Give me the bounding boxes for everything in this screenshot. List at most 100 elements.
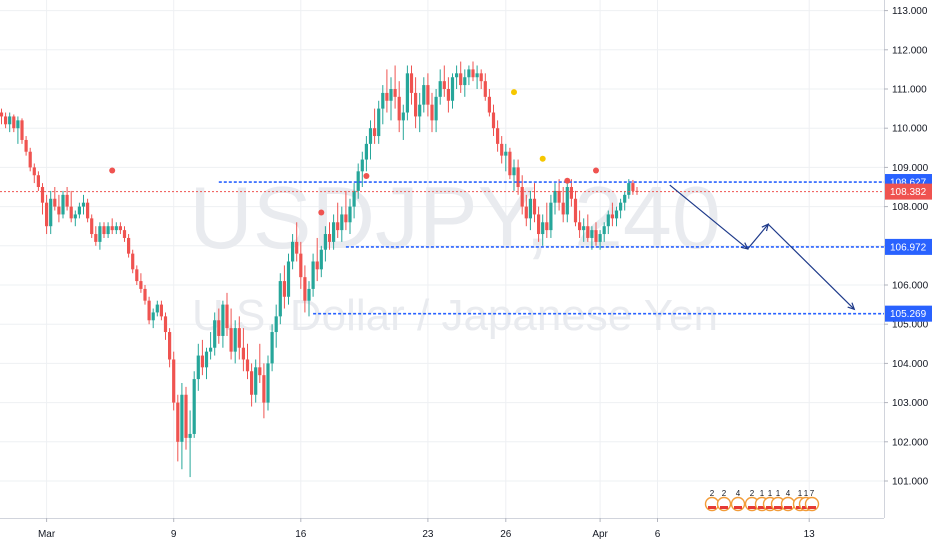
time-tick-label: 23	[422, 529, 434, 540]
time-tick-label: Mar	[38, 529, 56, 540]
level-label: 108.627	[890, 178, 927, 189]
candle-body	[582, 226, 586, 231]
projection-arrowhead	[740, 242, 749, 250]
event-dot[interactable]	[318, 209, 325, 216]
candle-body	[508, 151, 512, 176]
candle-body	[32, 167, 36, 176]
candle-body	[393, 89, 397, 97]
event-count: 2	[750, 489, 755, 498]
candle-body	[270, 332, 274, 364]
candle-body	[491, 112, 496, 129]
candle-body	[496, 128, 500, 144]
event-flag-stripe	[708, 506, 716, 509]
event-dot[interactable]	[511, 89, 517, 96]
projection-path	[669, 184, 856, 311]
event-dot[interactable]	[539, 155, 546, 162]
price-tick-label: 113.000	[892, 6, 928, 17]
event-count: 1	[760, 489, 765, 498]
candle-body	[590, 230, 594, 238]
candle-body	[397, 96, 401, 121]
candle-body	[344, 214, 348, 223]
event-count: 4	[736, 489, 741, 498]
candle-body	[602, 226, 606, 235]
candle-body	[172, 359, 176, 403]
candle-body	[299, 253, 303, 278]
event-count: 1	[804, 489, 809, 498]
candle-body	[504, 151, 508, 156]
event-dot[interactable]	[109, 167, 116, 174]
candle-body	[286, 261, 291, 297]
candle-body	[467, 69, 471, 78]
candle-body	[381, 92, 385, 109]
candle-body	[12, 116, 16, 129]
watermark-symbol: USDJPY, 240	[189, 168, 721, 267]
candle-body	[319, 249, 323, 270]
candle-body	[614, 210, 619, 219]
candle-body	[135, 269, 139, 282]
candle-body	[409, 73, 414, 93]
candle-body	[405, 73, 409, 113]
candle-body	[557, 190, 561, 203]
candle-body	[586, 226, 590, 238]
candle-body	[426, 85, 430, 105]
candle-body	[241, 347, 245, 360]
candle-body	[36, 175, 40, 187]
candle-body	[610, 214, 614, 219]
projection-arrowhead	[847, 302, 856, 311]
candle-body	[151, 312, 155, 321]
candle-body	[57, 206, 61, 215]
chart-grid	[0, 0, 884, 518]
candle-body	[463, 77, 467, 86]
event-dot[interactable]	[564, 177, 571, 184]
candle-body	[274, 316, 278, 333]
candle-body	[446, 89, 450, 101]
candle-body	[94, 234, 98, 242]
candle-body	[418, 104, 422, 117]
candle-body	[102, 226, 106, 235]
candle-body	[483, 81, 487, 97]
candle-body	[204, 351, 209, 368]
time-tick-label: 13	[804, 529, 816, 540]
projection-line	[669, 184, 855, 310]
candle-body	[69, 206, 73, 219]
candle-body	[233, 328, 237, 352]
event-count: 1	[798, 489, 803, 498]
time-tick-label: 16	[295, 529, 307, 540]
candle-body	[516, 167, 520, 187]
event-count: 2	[722, 489, 727, 498]
price-axis: 101.000 102.000 103.000 104.000 105.000 106.0…	[884, 0, 932, 550]
candle-body	[368, 128, 373, 144]
candle-body	[200, 355, 204, 368]
event-count: 7	[810, 489, 815, 498]
event-dot[interactable]	[593, 167, 599, 174]
candle-body	[303, 277, 307, 301]
candle-body	[98, 226, 102, 242]
candle-body	[442, 81, 446, 89]
event-count: 2	[710, 489, 715, 498]
candle-body	[266, 363, 270, 403]
price-tick-label: 106.000	[892, 281, 929, 292]
candle-body	[61, 194, 65, 215]
event-dots	[109, 89, 599, 216]
candle-body	[332, 222, 336, 242]
candle-body	[45, 202, 49, 227]
candle-body	[438, 81, 442, 97]
candle-body	[348, 206, 352, 223]
candle-body	[524, 206, 528, 219]
candle-body	[49, 198, 53, 227]
candle-body	[24, 139, 28, 152]
candle-body	[479, 73, 483, 82]
price-tick-label: 111.000	[892, 85, 927, 96]
candle-body	[163, 316, 168, 333]
event-dot[interactable]	[363, 173, 370, 180]
candle-body	[225, 304, 229, 329]
candle-body	[168, 332, 172, 360]
candle-body	[307, 288, 311, 301]
price-tick-label: 105.000	[892, 320, 929, 331]
price-levels	[0, 181, 884, 315]
time-tick-label: Apr	[592, 529, 608, 540]
candle-body	[364, 143, 368, 160]
